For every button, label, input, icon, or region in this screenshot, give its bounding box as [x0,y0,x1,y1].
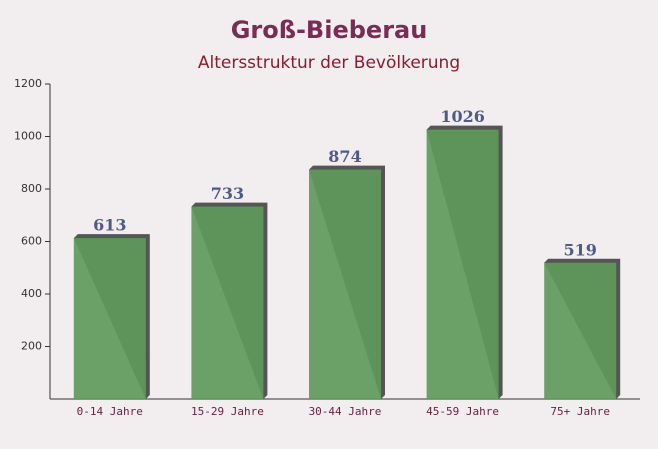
y-tick-label: 600 [21,235,42,248]
value-label: 874 [328,147,361,166]
x-tick-label: 0-14 Jahre [77,405,143,418]
y-tick-label: 1000 [14,130,42,143]
x-tick-label: 15-29 Jahre [191,405,264,418]
bar [73,238,146,399]
bar [191,206,264,399]
bar [544,262,617,399]
value-label: 519 [563,240,596,259]
value-label: 613 [93,216,126,235]
x-tick-label: 30-44 Jahre [309,405,382,418]
x-tick-label: 75+ Jahre [550,405,610,418]
bar [426,129,499,400]
y-tick-label: 200 [21,340,42,353]
y-tick-label: 800 [21,182,42,195]
value-label: 733 [211,184,244,203]
y-tick-label: 1200 [14,77,42,90]
value-label: 1026 [440,107,485,126]
chart-subtitle: Altersstruktur der Bevölkerung [198,53,460,73]
bar [309,169,381,399]
chart-title: Groß-Bieberau [231,16,428,44]
y-tick-label: 400 [21,287,42,300]
x-tick-label: 45-59 Jahre [426,405,499,418]
